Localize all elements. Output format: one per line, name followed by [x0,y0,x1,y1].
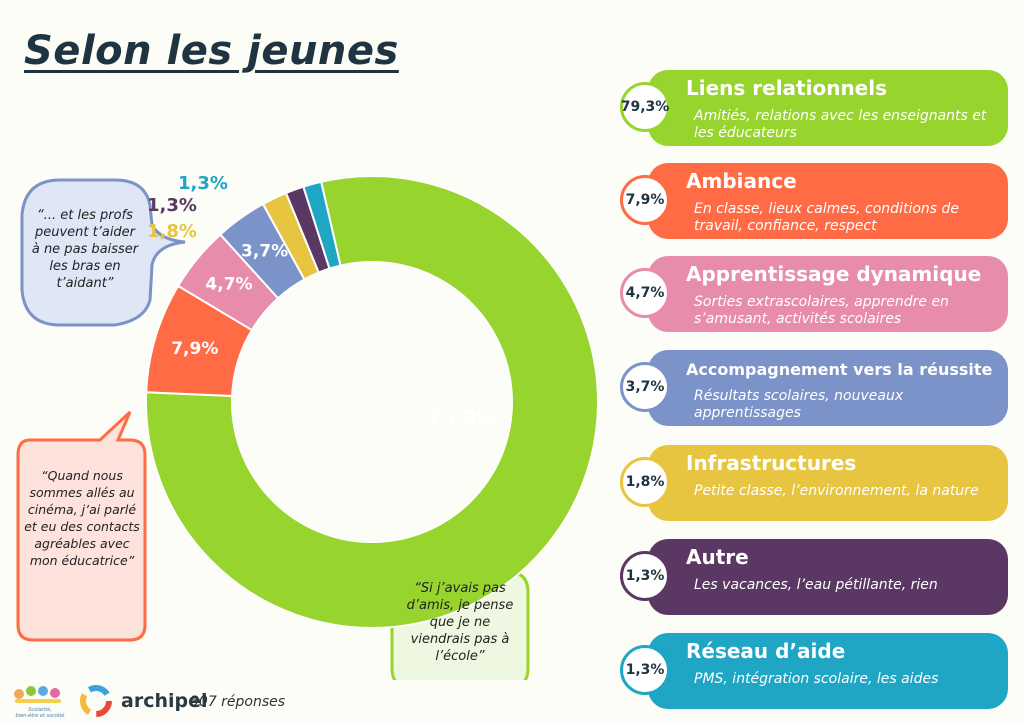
category-description: Petite classe, l’environnement, la natur… [694,483,979,499]
category-description: PMS, intégration scolaire, les aides [694,671,939,687]
category-description: Les vacances, l’eau pétillante, rien [694,577,938,593]
slice-value-label-1: 79,3% [427,407,496,431]
school-logo: Scolarité, bien-être et société [14,686,65,719]
category-description: Résultats scolaires, nouveaux apprentiss… [694,388,904,421]
archipel-logo-icon [80,685,112,717]
svg-text:bien-être et société: bien-être et société [16,712,65,719]
slice-value-label-2: 7,9% [171,339,218,359]
category-percentage: 1,3% [620,551,670,601]
category-title: Accompagnement vers la réussite [686,360,993,379]
category-card-reseau: 1,3% Réseau d’aide PMS, intégration scol… [620,633,1008,709]
category-card-background [648,256,1008,332]
category-percentage: 1,3% [620,645,670,695]
slice-value-label-4: 3,7% [241,241,288,261]
donut-slice-1 [145,175,599,629]
category-title: Liens relationnels [686,76,888,100]
category-card-background [648,350,1008,426]
category-description: En classe, lieux calmes, conditions de t… [694,201,960,234]
slice-value-label-6: 1,3% [147,195,197,216]
donut-slice-7 [302,180,342,270]
slice-value-label-3: 4,7% [205,275,252,295]
page-title: Selon les jeunes [24,28,399,74]
category-card-background [648,539,1008,615]
category-percentage: 7,9% [620,175,670,225]
category-card-infrastructures: 1,8% Infrastructures Petite classe, l’en… [620,445,1008,521]
quote-2-text: “Quand nous sommes allés au cinéma, j’ai… [24,468,140,568]
category-card-ambiance: 7,9% Ambiance En classe, lieux calmes, c… [620,163,1008,239]
quote-bubble-1-shape [20,178,186,327]
category-percentage: 3,7% [620,362,670,412]
donut-chart: 79,3% 7,9% 4,7% 3,7% 1,8% 1,3%1,3% [16,173,599,680]
category-description: Sorties extrascolaires, apprendre en s’a… [694,294,949,327]
category-percentage: 4,7% [620,268,670,318]
category-card-background [648,70,1008,146]
category-title: Autre [686,545,749,569]
category-card-background [648,633,1008,709]
brand-name: archipel [121,690,208,712]
category-title: Infrastructures [686,451,857,475]
category-percentage: 1,8% [620,457,670,507]
category-title: Réseau d’aide [686,639,846,663]
quote-3-text: “Si j’avais pas d’amis, je pense que je … [406,581,514,664]
category-card-background [648,163,1008,239]
category-description: Amitiés, relations avec les enseignants … [694,108,987,141]
quote-bubble-2-shape [16,410,147,642]
category-card-liens: 79,3% Liens relationnels Amitiés, relati… [620,70,1008,146]
slice-value-label-7: 1,3% [178,173,228,194]
quote-1-text: “... et les profs peuvent t’aider à ne p… [31,208,139,291]
category-title: Apprentissage dynamique [686,262,982,286]
footer: Scolarité, bien-être et société archipel… [10,680,310,720]
response-count: 307 réponses [190,694,286,710]
category-card-apprentissage: 4,7% Apprentissage dynamique Sorties ext… [620,256,1008,332]
category-card-accompagnement: 3,7% Accompagnement vers la réussite Rés… [620,350,1008,426]
category-title: Ambiance [686,169,797,193]
category-card-background [648,445,1008,521]
slice-value-label-5: 1,8% [147,221,197,242]
category-card-autre: 1,3% Autre Les vacances, l’eau pétillant… [620,539,1008,615]
svg-text:Scolarité,: Scolarité, [28,706,52,713]
category-percentage: 79,3% [620,82,670,132]
